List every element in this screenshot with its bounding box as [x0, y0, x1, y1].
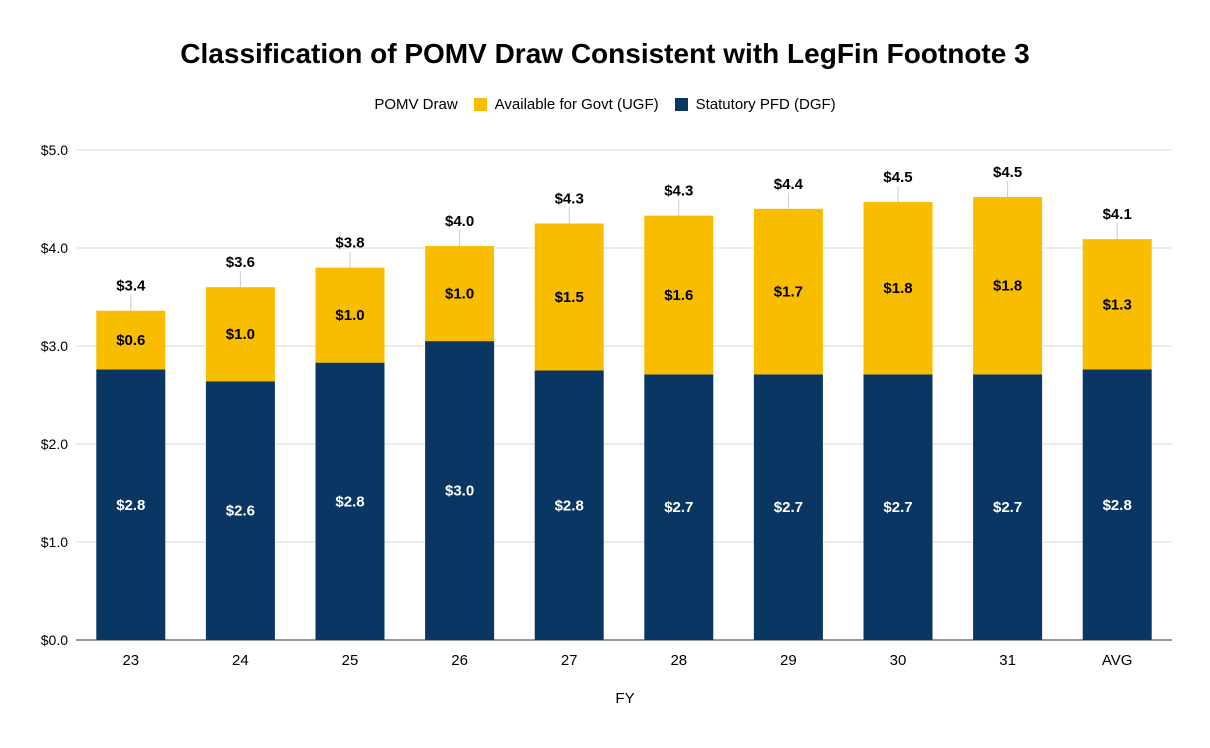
data-label-dgf: $2.7 [664, 499, 693, 516]
total-label: $4.3 [664, 183, 693, 200]
data-label-ugf: $1.8 [993, 278, 1022, 295]
bar-dgf [534, 370, 604, 640]
x-tick-label: AVG [1102, 652, 1133, 669]
y-tick-label: $3.0 [41, 338, 68, 354]
data-label-ugf: $1.5 [555, 289, 584, 306]
bar-dgf [96, 369, 166, 640]
legend-swatch-dgf [674, 98, 688, 111]
y-tick-label: $1.0 [41, 534, 68, 550]
bar-ugf [973, 197, 1043, 375]
x-tick-label: 29 [780, 652, 797, 669]
legend-title: POMV Draw [374, 96, 457, 113]
data-label-ugf: $1.0 [445, 286, 474, 303]
data-label-dgf: $2.6 [226, 503, 255, 520]
legend-item-ugf: Available for Govt (UGF) [473, 96, 659, 113]
data-label-ugf: $1.3 [1103, 296, 1132, 313]
x-tick-label: 27 [561, 652, 578, 669]
total-label: $3.6 [226, 254, 255, 271]
legend-swatch-ugf [473, 98, 487, 111]
x-tick-label: 26 [451, 652, 468, 669]
chart-legend: POMV Draw Available for Govt (UGF) Statu… [0, 96, 1210, 113]
bar-ugf [205, 287, 275, 382]
bar-ugf [644, 215, 714, 375]
data-label-dgf: $3.0 [445, 483, 474, 500]
total-label: $3.4 [116, 278, 146, 295]
bar-dgf [863, 374, 933, 640]
legend-label-dgf: Statutory PFD (DGF) [695, 96, 836, 113]
data-label-ugf: $1.7 [774, 284, 803, 301]
x-tick-label: 30 [890, 652, 907, 669]
chart-title: Classification of POMV Draw Consistent w… [180, 38, 1030, 69]
bar-dgf [425, 341, 495, 640]
bar-dgf [315, 362, 385, 640]
data-label-dgf: $2.8 [335, 493, 364, 510]
total-label: $4.1 [1103, 206, 1132, 223]
x-tick-label: 25 [342, 652, 359, 669]
data-label-dgf: $2.8 [1103, 497, 1132, 514]
y-tick-label: $2.0 [41, 436, 68, 452]
bar-ugf [315, 267, 385, 363]
data-label-dgf: $2.7 [883, 499, 912, 516]
x-tick-label: 23 [122, 652, 139, 669]
y-tick-label: $0.0 [41, 632, 68, 648]
bar-ugf [96, 310, 166, 370]
total-label: $4.5 [993, 164, 1022, 181]
total-label: $4.4 [774, 176, 804, 193]
x-axis-title: FY [615, 690, 635, 707]
total-label: $3.8 [335, 235, 364, 252]
bar-dgf [1082, 369, 1152, 640]
y-tick-label: $5.0 [41, 142, 68, 158]
bar-dgf [973, 374, 1043, 640]
data-label-ugf: $0.6 [116, 332, 145, 349]
x-tick-label: 28 [670, 652, 687, 669]
legend-title-label: POMV Draw [374, 96, 458, 113]
total-label: $4.5 [883, 169, 912, 186]
data-label-ugf: $1.8 [883, 280, 912, 297]
x-tick-label: 31 [999, 652, 1016, 669]
data-label-dgf: $2.7 [774, 499, 803, 516]
y-tick-label: $4.0 [41, 240, 68, 256]
data-label-dgf: $2.8 [116, 497, 145, 514]
bar-ugf [863, 201, 933, 375]
bar-dgf [753, 374, 823, 640]
total-label: $4.0 [445, 213, 474, 230]
bar-ugf [753, 208, 823, 375]
bar-ugf [425, 246, 495, 342]
total-label: $4.3 [555, 191, 584, 208]
bar-ugf [534, 223, 604, 371]
data-label-dgf: $2.8 [555, 497, 584, 514]
bar-dgf [205, 381, 275, 640]
data-label-ugf: $1.6 [664, 287, 693, 304]
legend-item-dgf: Statutory PFD (DGF) [674, 96, 836, 113]
bar-ugf [1082, 239, 1152, 370]
data-label-ugf: $1.0 [226, 326, 255, 343]
legend-label-ugf: Available for Govt (UGF) [494, 96, 659, 113]
x-tick-label: 24 [232, 652, 249, 669]
data-label-dgf: $2.7 [993, 499, 1022, 516]
data-label-ugf: $1.0 [335, 307, 364, 324]
bar-dgf [644, 374, 714, 640]
